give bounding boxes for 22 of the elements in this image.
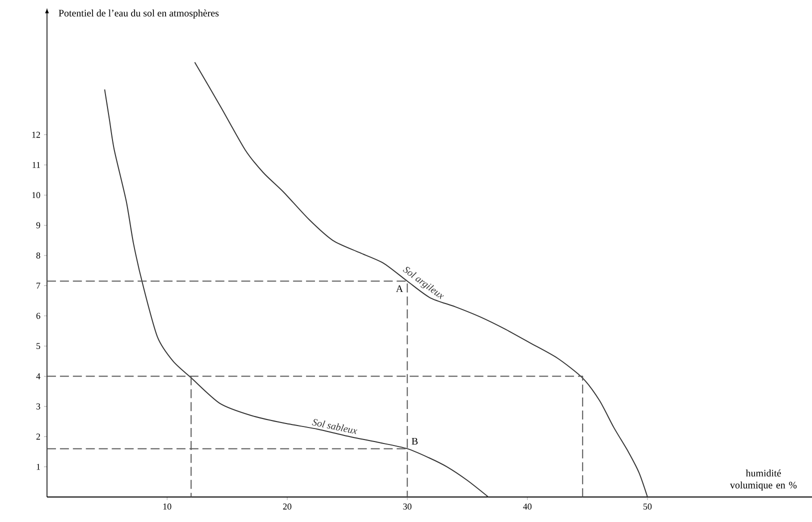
y-tick-label: 1 bbox=[36, 464, 40, 470]
y-tick-label: 4 bbox=[36, 373, 40, 380]
text: Sol sableux bbox=[312, 419, 358, 434]
x-tick-label: 40 bbox=[523, 504, 532, 510]
x-axis-title: humidité volumique en % bbox=[730, 469, 797, 490]
annotation: A bbox=[396, 285, 404, 292]
y-tick-label: 3 bbox=[36, 403, 40, 410]
x-tick-label: 30 bbox=[403, 504, 412, 510]
y-tick-label: 8 bbox=[36, 252, 40, 259]
y-tick-label: 12 bbox=[32, 132, 40, 138]
y-tick-label: 9 bbox=[36, 222, 40, 228]
y-tick-label: 2 bbox=[36, 434, 40, 440]
x-tick-label: 50 bbox=[644, 504, 652, 510]
y-axis-title: Potentiel de l’eau du sol en atmosphères bbox=[58, 9, 219, 19]
y-tick-label: 10 bbox=[32, 192, 40, 198]
y-tick-label: 7 bbox=[36, 282, 40, 289]
x-tick-label: 20 bbox=[283, 504, 292, 510]
y-tick-label: 5 bbox=[36, 343, 40, 350]
x-tick-label: 10 bbox=[163, 504, 172, 510]
y-tick-label: 11 bbox=[32, 162, 40, 168]
annotation: B bbox=[412, 438, 418, 445]
y-tick-label: 6 bbox=[36, 312, 40, 319]
